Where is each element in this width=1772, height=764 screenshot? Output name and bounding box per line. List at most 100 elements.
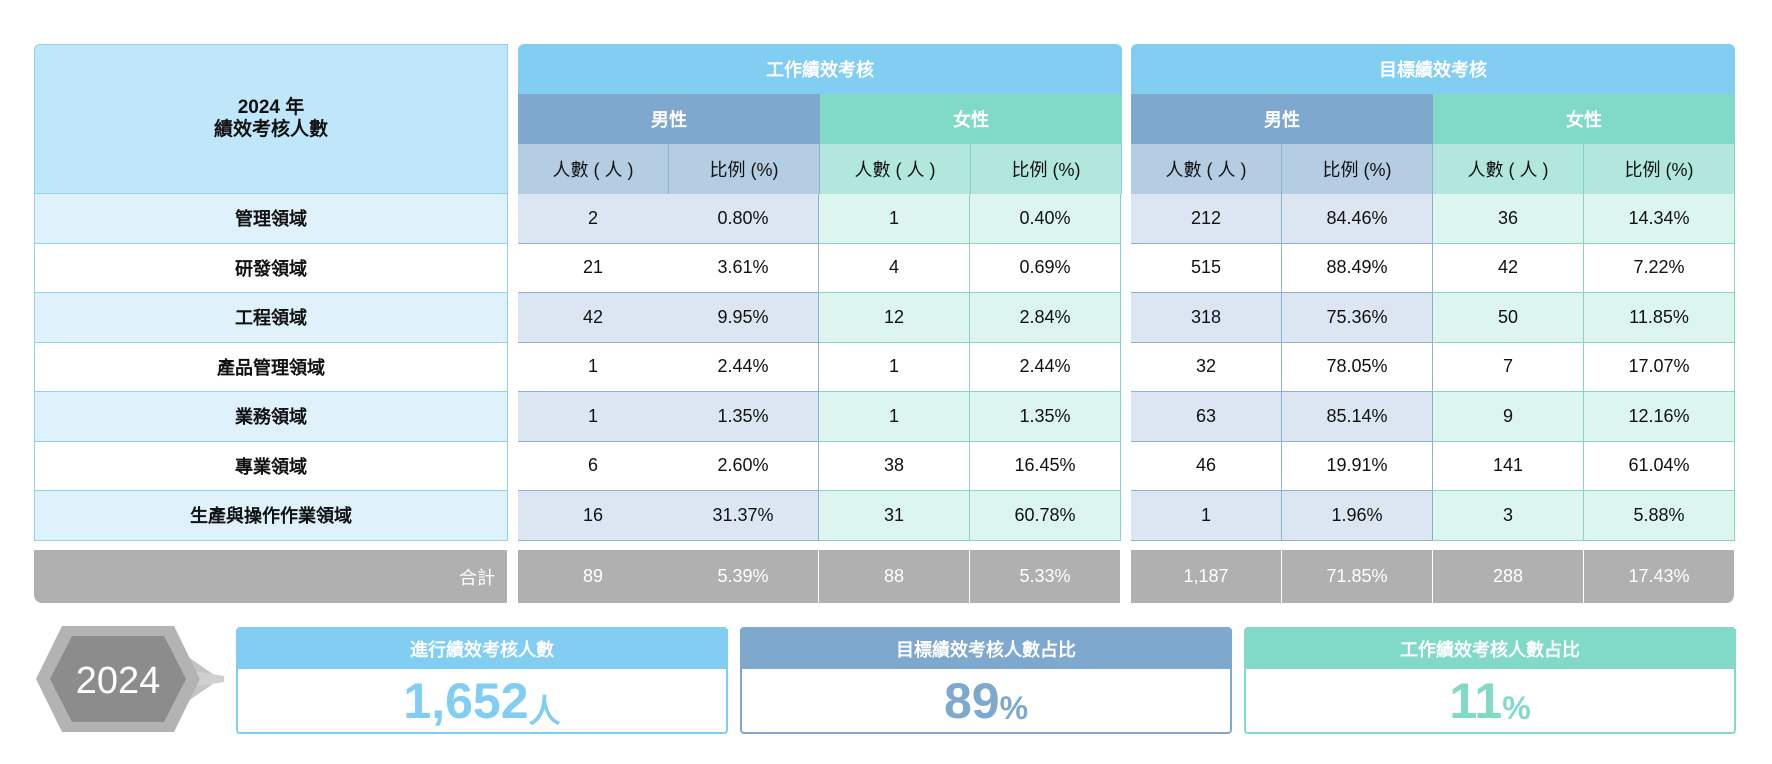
stat-unit: 人 — [528, 692, 561, 729]
row-label: 研發領域 — [34, 243, 508, 293]
table-cell: 1 — [518, 342, 669, 392]
table-cell: 21 — [518, 243, 669, 293]
table-cell: 2.84% — [970, 293, 1121, 343]
table-cell: 1.35% — [970, 392, 1121, 442]
table-cell: 14.34% — [1584, 194, 1735, 244]
col-header-count: 人數 ( 人 ) — [820, 144, 971, 194]
table-cell: 1 — [819, 342, 970, 392]
stat-title: 工作績效考核人數占比 — [1246, 629, 1734, 669]
table-cell: 5.88% — [1584, 491, 1735, 541]
stat-value: 89 — [943, 672, 1000, 729]
stat-title: 進行績效考核人數 — [238, 629, 726, 669]
col-header-ratio: 比例 (%) — [669, 144, 820, 194]
stat-card: 進行績效考核人數 1,652 人 — [236, 627, 728, 734]
table-cell: 4 — [819, 243, 970, 293]
col-header-ratio: 比例 (%) — [1282, 144, 1433, 194]
table-cell: 7.22% — [1584, 243, 1735, 293]
table-cell: 141 — [1433, 441, 1584, 491]
row-label: 生產與操作作業領域 — [34, 491, 508, 541]
stat-value: 1,652 — [403, 672, 529, 729]
table-cell: 1 — [1131, 491, 1282, 541]
row-label: 管理領域 — [34, 194, 508, 244]
table-cell: 16.45% — [970, 441, 1121, 491]
stat-unit: % — [999, 690, 1029, 726]
year-badge: 2024 — [36, 626, 224, 732]
table-cell: 31 — [819, 491, 970, 541]
table-cell: 11.85% — [1584, 293, 1735, 343]
table-cell: 19.91% — [1282, 441, 1433, 491]
table-cell: 7 — [1433, 342, 1584, 392]
table-cell: 3 — [1433, 491, 1584, 541]
table-cell: 3.61% — [668, 243, 819, 293]
table-cell: 63 — [1131, 392, 1282, 442]
table-cell: 42 — [1433, 243, 1584, 293]
corner-title: 績效考核人數 — [213, 119, 328, 140]
stat-card: 工作績效考核人數占比 11% — [1244, 627, 1736, 734]
total-cell: 17.43% — [1584, 550, 1735, 603]
gender-header-male: 男性 — [1131, 94, 1433, 144]
gender-header-female: 女性 — [1433, 94, 1735, 144]
year-badge-label: 2024 — [76, 660, 161, 702]
table-cell: 46 — [1131, 441, 1282, 491]
table-cell: 212 — [1131, 194, 1282, 244]
table-corner-header: 2024 年 績效考核人數 — [34, 44, 508, 194]
group-header-target: 目標績效考核 — [1131, 44, 1735, 94]
hexagon-inner-icon — [50, 636, 186, 722]
table-cell: 2.60% — [668, 441, 819, 491]
table-cell: 31.37% — [668, 491, 819, 541]
table-cell: 50 — [1433, 293, 1584, 343]
stat-value-wrap: 89% — [742, 669, 1230, 732]
table-cell: 32 — [1131, 342, 1282, 392]
table-cell: 75.36% — [1282, 293, 1433, 343]
table-cell: 1.35% — [668, 392, 819, 442]
table-cell: 1.96% — [1282, 491, 1433, 541]
total-cell: 1,187 — [1131, 550, 1282, 603]
table-cell: 1 — [518, 392, 669, 442]
col-header-ratio: 比例 (%) — [1584, 144, 1735, 194]
col-header-count: 人數 ( 人 ) — [518, 144, 669, 194]
row-label: 工程領域 — [34, 293, 508, 343]
total-cell: 5.39% — [668, 550, 819, 603]
row-label: 專業領域 — [34, 441, 508, 491]
col-header-count: 人數 ( 人 ) — [1433, 144, 1584, 194]
stat-value-wrap: 11% — [1246, 669, 1734, 732]
table-cell: 0.69% — [970, 243, 1121, 293]
table-cell: 16 — [518, 491, 669, 541]
table-cell: 84.46% — [1282, 194, 1433, 244]
col-header-count: 人數 ( 人 ) — [1131, 144, 1282, 194]
stat-card: 目標績效考核人數占比 89% — [740, 627, 1232, 734]
row-label: 產品管理領域 — [34, 342, 508, 392]
corner-year: 2024 年 — [237, 97, 305, 118]
total-cell: 5.33% — [970, 550, 1121, 603]
table-cell: 0.40% — [970, 194, 1121, 244]
total-cell: 88 — [819, 550, 970, 603]
stat-title: 目標績效考核人數占比 — [742, 629, 1230, 669]
table-cell: 2.44% — [970, 342, 1121, 392]
row-label: 業務領域 — [34, 392, 508, 442]
table-cell: 1 — [819, 392, 970, 442]
table-cell: 12 — [819, 293, 970, 343]
table-cell: 9 — [1433, 392, 1584, 442]
gender-header-female: 女性 — [820, 94, 1122, 144]
table-cell: 0.80% — [668, 194, 819, 244]
table-cell: 60.78% — [970, 491, 1121, 541]
gender-header-male: 男性 — [518, 94, 820, 144]
table-cell: 61.04% — [1584, 441, 1735, 491]
group-header-work: 工作績效考核 — [518, 44, 1122, 94]
total-label: 合計 — [34, 550, 508, 603]
table-cell: 36 — [1433, 194, 1584, 244]
table-cell: 78.05% — [1282, 342, 1433, 392]
total-cell: 288 — [1433, 550, 1584, 603]
table-cell: 2 — [518, 194, 669, 244]
table-cell: 2.44% — [668, 342, 819, 392]
table-cell: 85.14% — [1282, 392, 1433, 442]
table-cell: 9.95% — [668, 293, 819, 343]
table-cell: 1 — [819, 194, 970, 244]
table-cell: 88.49% — [1282, 243, 1433, 293]
stat-unit: % — [1502, 690, 1531, 726]
table-cell: 12.16% — [1584, 392, 1735, 442]
table-cell: 42 — [518, 293, 669, 343]
table-cell: 515 — [1131, 243, 1282, 293]
col-header-ratio: 比例 (%) — [971, 144, 1122, 194]
total-cell: 71.85% — [1282, 550, 1433, 603]
